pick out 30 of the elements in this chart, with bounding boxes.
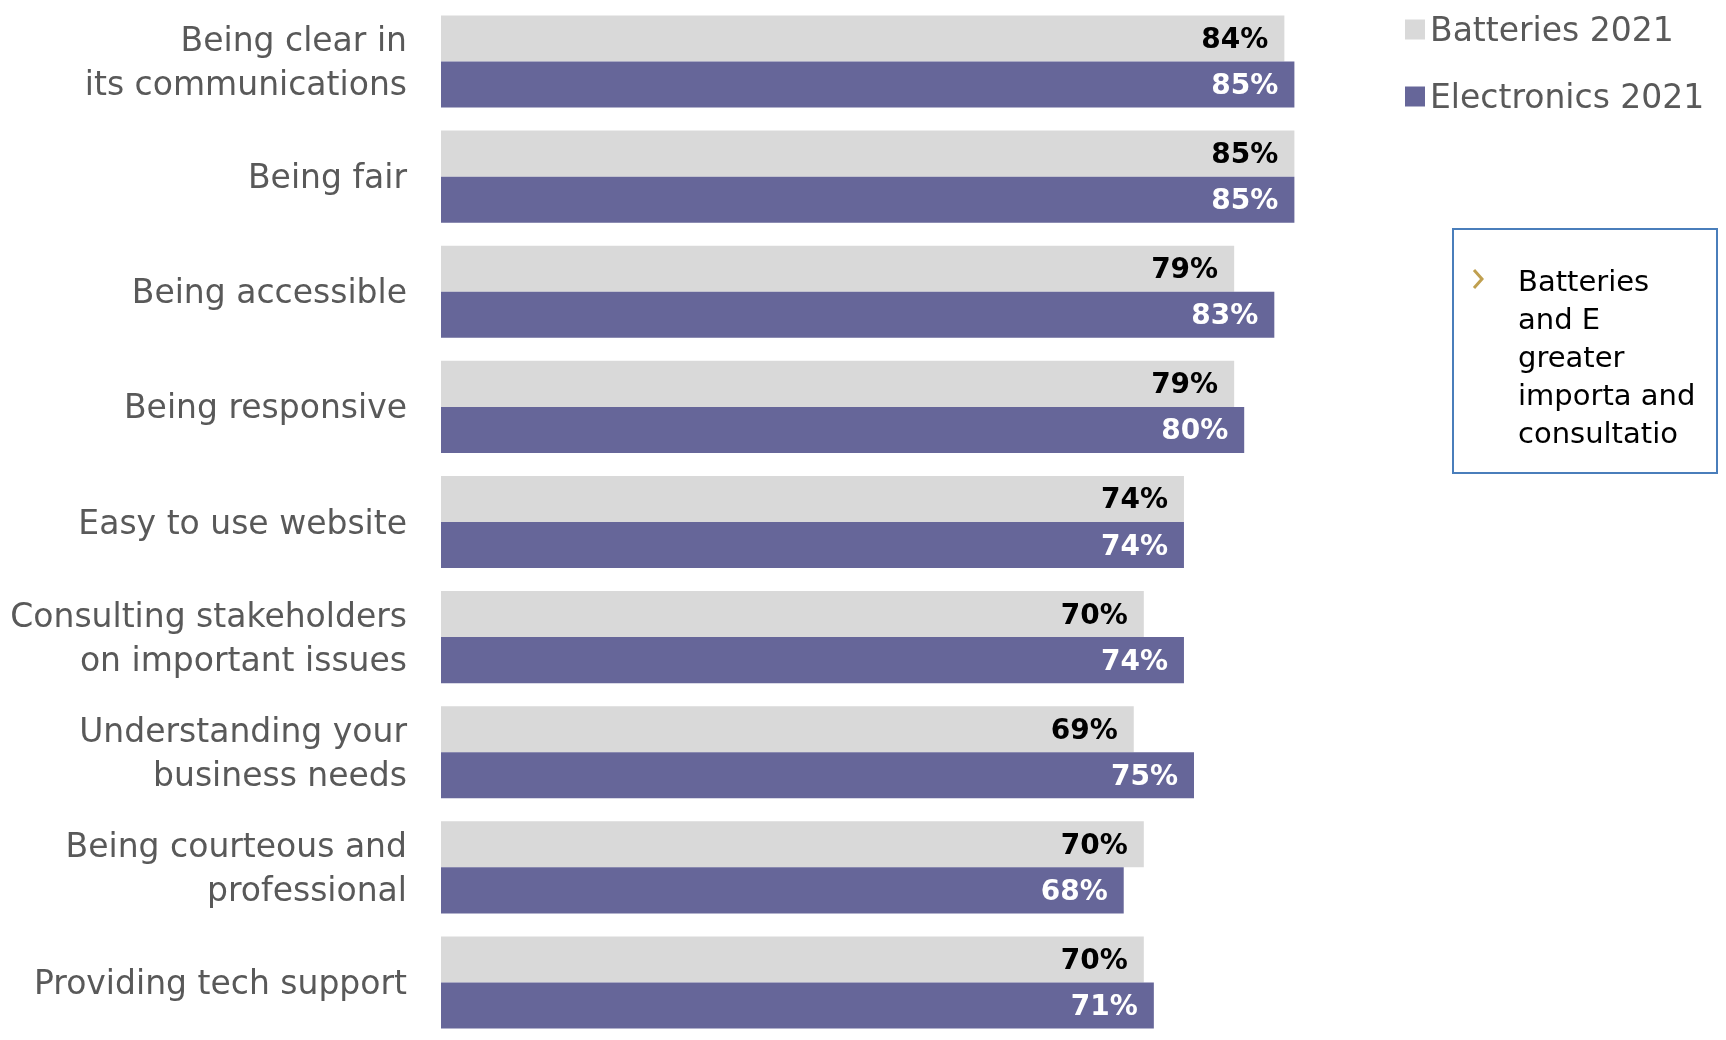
data-label: 79% bbox=[1151, 367, 1219, 401]
legend-label: Electronics 2021 bbox=[1430, 77, 1705, 116]
data-label: 71% bbox=[1070, 988, 1138, 1022]
data-label: 74% bbox=[1100, 643, 1168, 677]
data-label: 70% bbox=[1060, 827, 1128, 861]
data-label: 83% bbox=[1191, 298, 1259, 332]
data-label: 74% bbox=[1100, 482, 1168, 516]
y-tick-label: Being courteous and professional bbox=[65, 825, 407, 909]
y-tick-label: Providing tech support bbox=[33, 962, 408, 1002]
y-tick-label: Consulting stakeholders on important issues bbox=[10, 595, 407, 679]
data-label: 85% bbox=[1211, 137, 1279, 171]
data-label: 84% bbox=[1201, 22, 1269, 56]
data-label: 70% bbox=[1060, 597, 1128, 631]
data-label: 68% bbox=[1040, 873, 1108, 907]
data-label: 74% bbox=[1100, 528, 1168, 562]
y-tick-label: Being responsive bbox=[123, 387, 407, 427]
text: Batteries and E greater importa and consultatio bbox=[1518, 264, 1696, 450]
data-label: 80% bbox=[1161, 413, 1229, 447]
data-label: 85% bbox=[1211, 183, 1279, 217]
y-tick-label: Understanding your business needs bbox=[79, 710, 408, 794]
y-tick-label: Being clear in its communications bbox=[84, 20, 407, 104]
y-tick-label: Being accessible bbox=[131, 272, 407, 312]
data-label: 85% bbox=[1211, 68, 1279, 102]
data-label: 75% bbox=[1110, 758, 1178, 792]
y-tick-label: Easy to use website bbox=[78, 502, 407, 542]
y-tick-label: Being fair bbox=[247, 157, 408, 197]
legend-label: Batteries 2021 bbox=[1430, 10, 1674, 49]
data-label: 69% bbox=[1050, 712, 1118, 746]
data-label: 70% bbox=[1060, 942, 1128, 976]
data-label: 79% bbox=[1151, 252, 1219, 286]
